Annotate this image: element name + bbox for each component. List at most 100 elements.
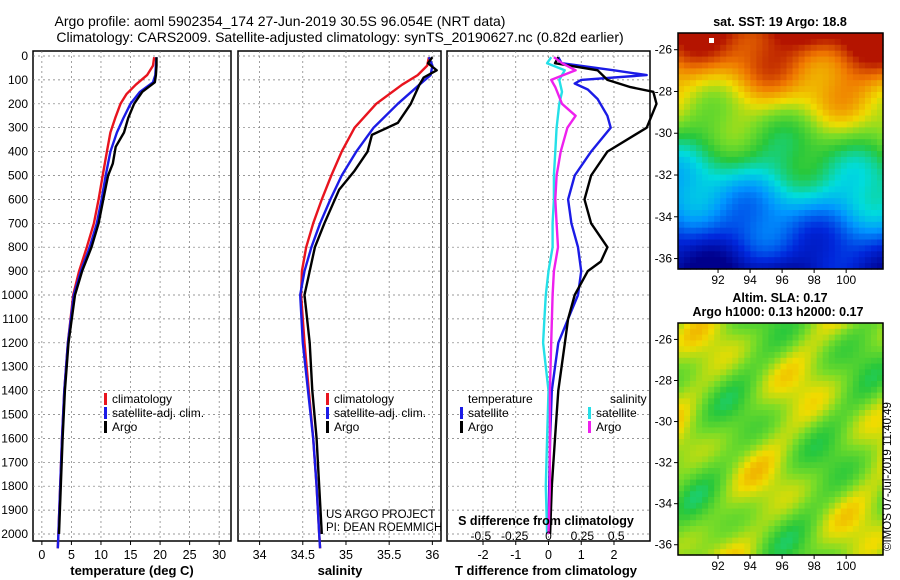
heatmap-cell <box>792 398 800 405</box>
heatmap-cell <box>792 245 800 252</box>
legend-s-satellite-swatch <box>588 407 591 419</box>
heatmap-cell <box>708 186 715 193</box>
heatmap-cell <box>720 444 727 452</box>
heatmap-cell <box>810 334 818 341</box>
heatmap-cell <box>852 433 860 440</box>
lat-tick-label: -34 <box>655 210 673 224</box>
heatmap-cell <box>786 520 794 527</box>
heatmap-cell <box>810 433 818 440</box>
heatmap-cell <box>768 369 776 376</box>
heatmap-cell <box>876 97 884 105</box>
heatmap-cell <box>684 180 691 187</box>
heatmap-cell <box>714 392 721 399</box>
heatmap-cell <box>756 156 764 164</box>
heatmap-cell <box>726 145 733 152</box>
heatmap-cell <box>780 109 788 117</box>
heatmap-cell <box>846 186 854 193</box>
heatmap-cell <box>858 133 866 140</box>
heatmap-cell <box>810 468 818 475</box>
heatmap-cell <box>870 257 878 264</box>
heatmap-cell <box>846 133 854 140</box>
heatmap-cell <box>714 86 721 93</box>
heatmap-cell <box>804 450 812 457</box>
heatmap-cell <box>756 210 764 217</box>
heatmap-cell <box>702 92 709 99</box>
heatmap-cell <box>684 198 691 205</box>
heatmap-cell <box>750 363 757 370</box>
heatmap-cell <box>822 68 830 75</box>
heatmap-cell <box>774 444 782 452</box>
heatmap-cell <box>744 328 751 336</box>
heatmap-cell <box>732 204 739 211</box>
heatmap-cell <box>720 491 727 498</box>
heatmap-cell <box>840 415 848 423</box>
heatmap-cell <box>792 543 800 550</box>
heatmap-cell <box>792 103 800 111</box>
heatmap-cell <box>852 127 860 134</box>
heatmap-cell <box>828 433 836 440</box>
heatmap-cell <box>768 352 776 359</box>
heatmap-cell <box>840 346 848 353</box>
heatmap-cell <box>696 502 703 510</box>
heatmap-cell <box>762 62 770 69</box>
heatmap-cell <box>822 450 830 457</box>
heatmap-cell <box>708 121 715 128</box>
heatmap-cell <box>744 543 751 550</box>
heatmap-cell <box>810 456 818 463</box>
heatmap-cell <box>768 192 776 199</box>
heatmap-cell <box>840 62 848 69</box>
heatmap-cell <box>816 221 824 229</box>
heatmap-cell <box>732 127 739 134</box>
heatmap-cell <box>852 162 860 170</box>
heatmap-cell <box>678 346 685 353</box>
heatmap-cell <box>744 398 751 405</box>
heatmap-cell <box>756 340 764 347</box>
heatmap-cell <box>714 257 721 264</box>
salinity-panel: 34 34.5 35 35.5 36 salinity climatology sate… <box>237 50 442 578</box>
heatmap-cell <box>780 375 788 382</box>
heatmap-cell <box>762 198 770 205</box>
heatmap-cell <box>726 485 733 492</box>
heatmap-cell <box>750 33 757 40</box>
heatmap-cell <box>768 456 776 463</box>
heatmap-cell <box>840 334 848 341</box>
heatmap-cell <box>684 103 691 111</box>
heatmap-cell <box>738 346 745 353</box>
heatmap-cell <box>768 121 776 128</box>
heatmap-cell <box>834 381 842 388</box>
heatmap-cell <box>768 375 776 382</box>
heatmap-cell <box>762 491 770 498</box>
heatmap-cell <box>816 92 824 99</box>
heatmap-cell <box>876 62 884 69</box>
heatmap-cell <box>762 192 770 199</box>
heatmap-cell <box>702 68 709 75</box>
heatmap-cell <box>798 450 806 457</box>
heatmap-cell <box>792 198 800 205</box>
heatmap-cell <box>774 328 782 336</box>
heatmap-cell <box>762 151 770 158</box>
heatmap-cell <box>750 263 757 270</box>
heatmap-cell <box>780 198 788 205</box>
heatmap-cell <box>738 103 745 111</box>
heatmap-cell <box>852 450 860 457</box>
heatmap-cell <box>726 204 733 211</box>
heatmap-cell <box>786 502 794 510</box>
heatmap-cell <box>690 439 697 446</box>
heatmap-cell <box>678 257 685 264</box>
heatmap-cell <box>684 80 691 87</box>
heatmap-cell <box>690 479 697 486</box>
heatmap-cell <box>864 410 872 417</box>
heatmap-cell <box>852 346 860 353</box>
heatmap-cell <box>726 139 733 146</box>
heatmap-cell <box>786 462 794 469</box>
heatmap-cell <box>858 473 866 481</box>
heatmap-cell <box>834 233 842 241</box>
heatmap-cell <box>726 44 733 52</box>
heatmap-cell <box>762 323 770 330</box>
heatmap-cell <box>762 56 770 64</box>
heatmap-cell <box>810 33 818 40</box>
heatmap-cell <box>696 210 703 217</box>
heatmap-cell <box>714 263 721 270</box>
heatmap-cell <box>792 180 800 187</box>
legend-temperature-title: temperature <box>468 392 533 406</box>
